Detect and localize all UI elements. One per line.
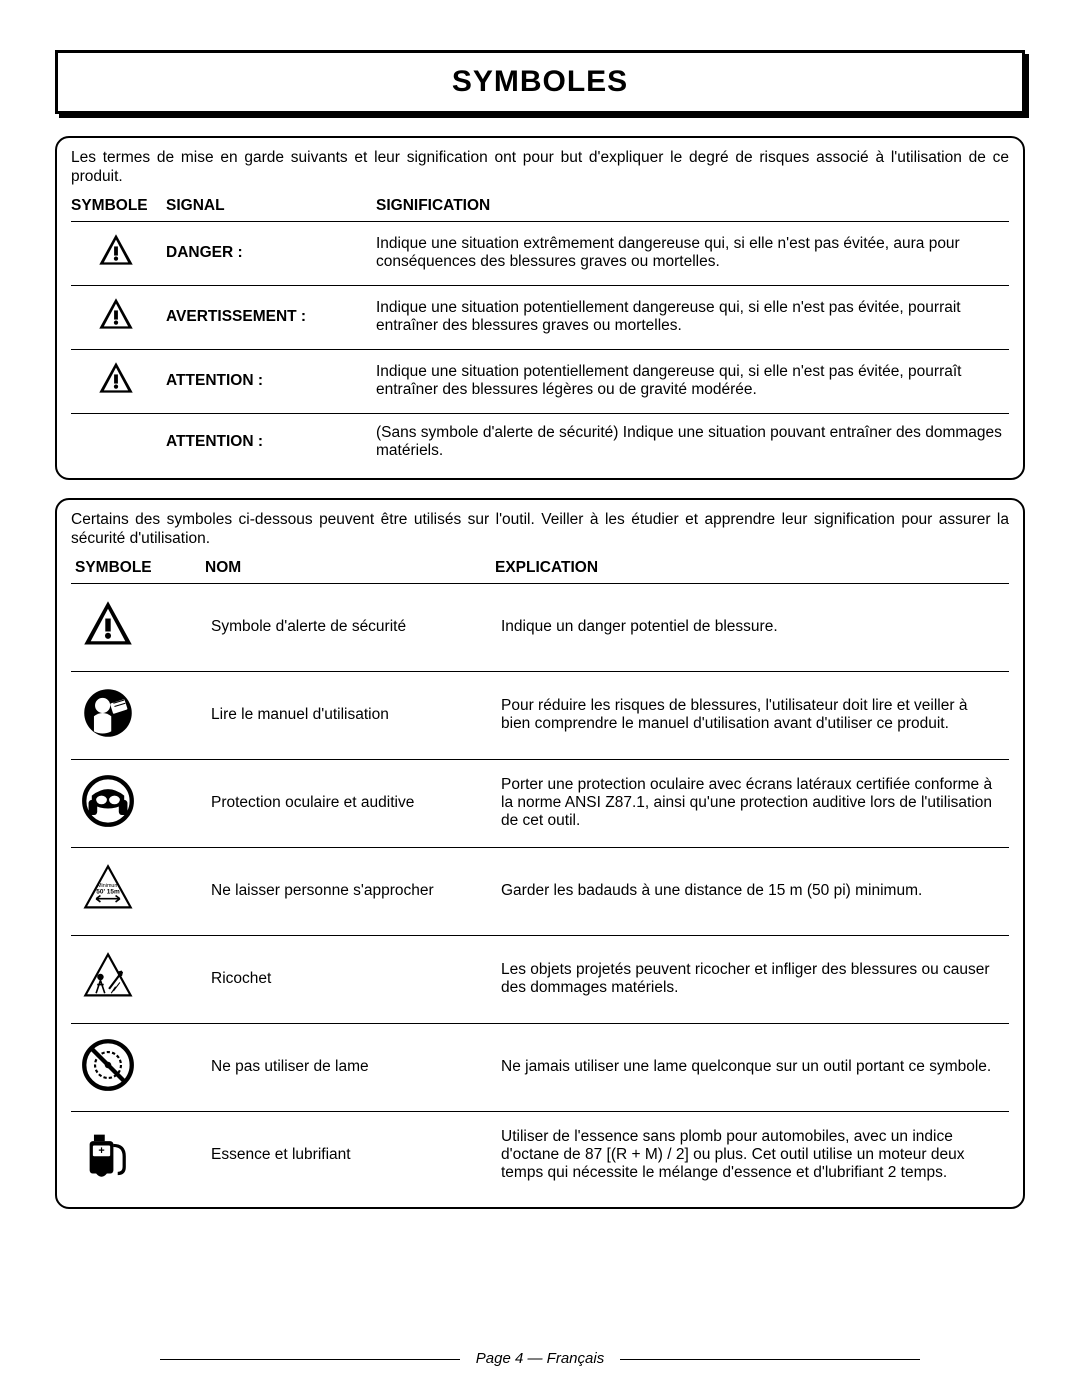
signal-row: ATTENTION :(Sans symbole d'alerte de séc… bbox=[71, 413, 1009, 470]
symbol-row: Ne laisser personne s'approcherGarder le… bbox=[71, 847, 1009, 935]
manual-icon bbox=[81, 727, 135, 744]
symbols-intro: Certains des symboles ci-dessous peuvent… bbox=[71, 510, 1009, 549]
symbol-icon-cell bbox=[71, 847, 201, 935]
signal-words-box: Les termes de mise en garde suivants et … bbox=[55, 136, 1025, 480]
symbol-name: Ne laisser personne s'approcher bbox=[201, 847, 491, 935]
page-title: SYMBOLES bbox=[58, 65, 1022, 99]
symbol-row: Lire le manuel d'utilisationPour réduire… bbox=[71, 671, 1009, 759]
signal-meaning: Indique une situation extrêmement danger… bbox=[376, 221, 1009, 285]
warning-triangle-icon bbox=[97, 321, 135, 338]
symbol-name: Ne pas utiliser de lame bbox=[201, 1023, 491, 1111]
symbol-icon-cell bbox=[71, 935, 201, 1023]
symbols-box: Certains des symboles ci-dessous peuvent… bbox=[55, 498, 1025, 1209]
symbol-row: Protection oculaire et auditivePorter un… bbox=[71, 759, 1009, 847]
symbols-header-row: SYMBOLE NOM EXPLICATION bbox=[71, 553, 1009, 584]
header-symbole: SYMBOLE bbox=[71, 191, 166, 222]
symbol-icon-cell bbox=[71, 759, 201, 847]
symbols-table: SYMBOLE NOM EXPLICATION Symbole d'alerte… bbox=[71, 553, 1009, 1199]
symbol-explanation: Pour réduire les risques de blessures, l… bbox=[491, 671, 1009, 759]
symbol-row: RicochetLes objets projetés peuvent rico… bbox=[71, 935, 1009, 1023]
symbol-icon-cell bbox=[71, 1111, 201, 1199]
bystander-icon bbox=[81, 903, 135, 920]
symbol-explanation: Ne jamais utiliser une lame quelconque s… bbox=[491, 1023, 1009, 1111]
symbol-name: Essence et lubrifiant bbox=[201, 1111, 491, 1199]
signals-intro: Les termes de mise en garde suivants et … bbox=[71, 148, 1009, 187]
signal-row: AVERTISSEMENT :Indique une situation pot… bbox=[71, 285, 1009, 349]
fuel-icon bbox=[81, 1167, 135, 1184]
symbol-explanation: Les objets projetés peuvent ricocher et … bbox=[491, 935, 1009, 1023]
signal-meaning: (Sans symbole d'alerte de sécurité) Indi… bbox=[376, 413, 1009, 470]
alert-icon bbox=[81, 639, 135, 656]
noblade-icon bbox=[81, 1079, 135, 1096]
signal-label: ATTENTION : bbox=[166, 413, 376, 470]
symbol-icon-cell bbox=[71, 1023, 201, 1111]
header-signal: SIGNAL bbox=[166, 191, 376, 222]
warning-triangle-icon bbox=[97, 385, 135, 402]
signals-header-row: SYMBOLE SIGNAL SIGNIFICATION bbox=[71, 191, 1009, 222]
header2-symbole: SYMBOLE bbox=[71, 553, 201, 584]
symbol-name: Lire le manuel d'utilisation bbox=[201, 671, 491, 759]
symbol-explanation: Utiliser de l'essence sans plomb pour au… bbox=[491, 1111, 1009, 1199]
signal-label: ATTENTION : bbox=[166, 349, 376, 413]
page-title-box: SYMBOLES bbox=[55, 50, 1025, 114]
symbol-name: Ricochet bbox=[201, 935, 491, 1023]
symbol-row: Essence et lubrifiantUtiliser de l'essen… bbox=[71, 1111, 1009, 1199]
ricochet-icon bbox=[81, 991, 135, 1008]
symbol-icon-cell bbox=[71, 671, 201, 759]
header-signification: SIGNIFICATION bbox=[376, 191, 1009, 222]
signal-meaning: Indique une situation potentiellement da… bbox=[376, 349, 1009, 413]
signal-meaning: Indique une situation potentiellement da… bbox=[376, 285, 1009, 349]
footer-rule-left bbox=[160, 1359, 460, 1360]
header2-explication: EXPLICATION bbox=[491, 553, 1009, 584]
symbol-name: Protection oculaire et auditive bbox=[201, 759, 491, 847]
signals-table: SYMBOLE SIGNAL SIGNIFICATION DANGER :Ind… bbox=[71, 191, 1009, 470]
eyeear-icon bbox=[81, 815, 135, 832]
symbol-icon-cell bbox=[71, 583, 201, 671]
symbol-row: Symbole d'alerte de sécuritéIndique un d… bbox=[71, 583, 1009, 671]
header2-nom: NOM bbox=[201, 553, 491, 584]
symbol-name: Symbole d'alerte de sécurité bbox=[201, 583, 491, 671]
symbol-explanation: Porter une protection oculaire avec écra… bbox=[491, 759, 1009, 847]
footer-rule-right bbox=[620, 1359, 920, 1360]
symbol-explanation: Indique un danger potentiel de blessure. bbox=[491, 583, 1009, 671]
signal-label: AVERTISSEMENT : bbox=[166, 285, 376, 349]
signal-icon-cell bbox=[71, 221, 166, 285]
signal-row: DANGER :Indique une situation extrêmemen… bbox=[71, 221, 1009, 285]
symbol-row: Ne pas utiliser de lameNe jamais utilise… bbox=[71, 1023, 1009, 1111]
warning-triangle-icon bbox=[97, 257, 135, 274]
signal-icon-cell bbox=[71, 285, 166, 349]
footer-text: Page 4 — Français bbox=[476, 1350, 604, 1367]
signal-label: DANGER : bbox=[166, 221, 376, 285]
signal-row: ATTENTION :Indique une situation potenti… bbox=[71, 349, 1009, 413]
symbol-explanation: Garder les badauds à une distance de 15 … bbox=[491, 847, 1009, 935]
signal-icon-cell bbox=[71, 349, 166, 413]
page-footer: Page 4 — Français bbox=[55, 1350, 1025, 1367]
signal-icon-cell bbox=[71, 413, 166, 470]
